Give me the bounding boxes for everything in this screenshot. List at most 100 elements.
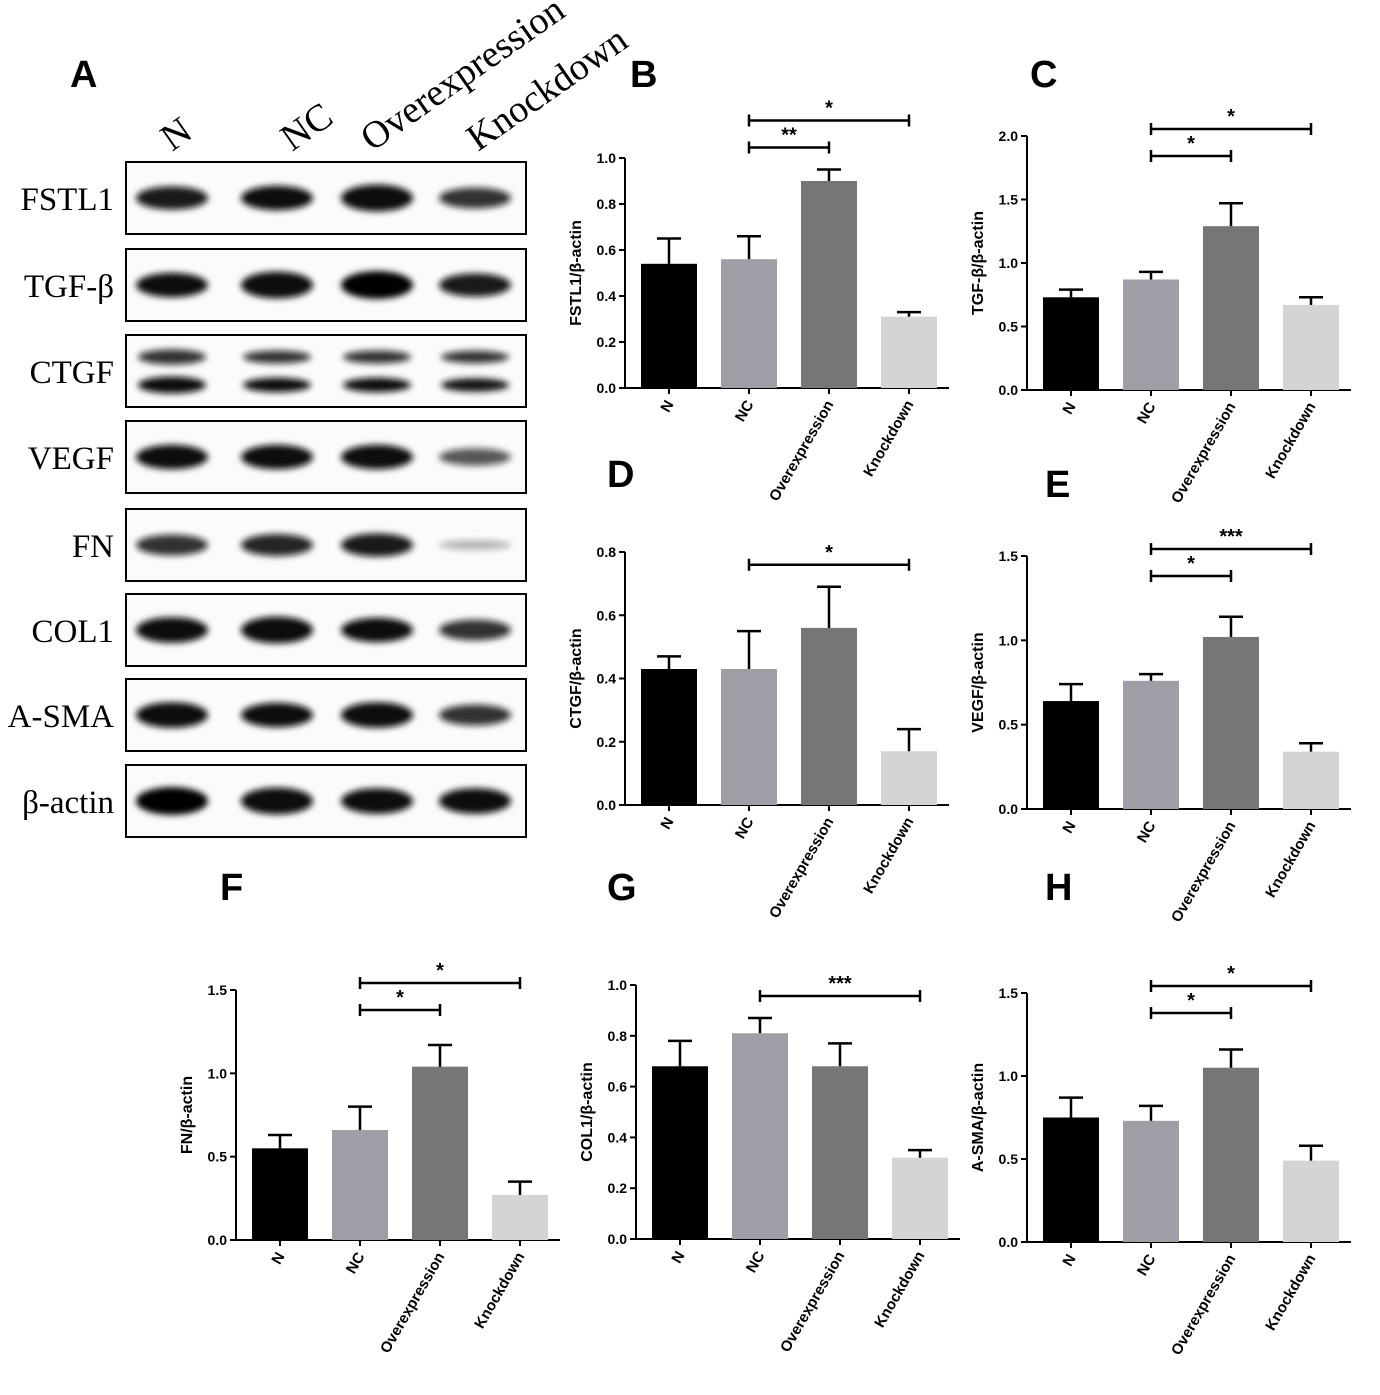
x-tick-label: NC [743,1248,769,1275]
bar-NC [721,259,777,388]
y-tick-label: 0.0 [999,801,1019,817]
band [241,534,313,556]
bar-Overexpression [801,627,857,805]
chart-C: C 0.0 0.5 1.0 1.5 2.0 TGF-β/β-actin N NC Overexpr… [970,54,1351,506]
blot-row-label: TGF-β [24,269,114,305]
band [241,702,313,728]
bar-Knockdown [1283,304,1339,390]
sig-label: * [1187,990,1195,1012]
bar-Knockdown [881,316,937,388]
sig-label: * [825,98,833,120]
x-tick-label: Knockdown [1262,1252,1319,1334]
y-tick-label: 0.0 [597,380,617,396]
band [136,702,208,728]
bar-Overexpression [1203,636,1259,809]
panel-letter-a: A [70,54,97,96]
chart-H: H 0.0 0.5 1.0 1.5 A-SMA/β-actin N NC Overexpress… [970,867,1351,1358]
x-tick-label: Overexpression [777,1249,848,1356]
bar-Overexpression [801,181,857,388]
band [439,704,511,726]
sig-label: * [825,542,833,564]
band [136,617,208,643]
band [136,272,208,298]
x-tick-label: Overexpression [766,815,837,922]
x-tick-label: Knockdown [1262,819,1319,901]
y-tick-label: 0.5 [208,1149,228,1165]
band [439,273,511,297]
panel-letter: C [1030,54,1057,96]
x-tick-label: N [1059,819,1079,837]
band-upper [243,350,311,364]
band-lower [343,377,411,393]
y-tick-label: 0.4 [597,288,617,304]
bar-N [641,669,697,805]
y-tick-label: 0.5 [999,1151,1019,1167]
blot-row-CTGF [125,334,527,408]
band [439,187,511,209]
bar-Knockdown [1283,751,1339,809]
panel-letter: D [607,454,634,496]
band [341,617,413,643]
panel-letter: E [1045,464,1070,506]
lane-label-0: N [153,109,200,159]
y-axis-label: CTGF/β-actin [568,628,585,728]
y-tick-label: 0.2 [608,1180,628,1196]
x-tick-label: NC [343,1249,369,1276]
y-axis-label: TGF-β/β-actin [970,211,987,315]
blot-row-label: COL1 [32,614,115,650]
bar-N [1043,701,1099,809]
y-tick-label: 1.0 [999,255,1019,271]
band [136,787,208,815]
x-tick-label: N [668,1249,688,1267]
x-tick-label: Knockdown [871,1249,928,1331]
blot-row-label: FN [72,529,114,565]
y-tick-label: 0.2 [597,334,617,350]
x-tick-label: Overexpression [1168,400,1239,507]
y-tick-label: 1.5 [208,982,228,998]
band [241,444,313,470]
y-axis-label: A-SMA/β-actin [970,1063,987,1172]
y-tick-label: 0.0 [999,1234,1019,1250]
y-tick-label: 0.0 [608,1231,628,1247]
panel-letter: F [220,867,243,909]
y-tick-label: 0.4 [608,1129,628,1145]
band-upper [138,349,206,365]
sig-label: ** [781,125,797,147]
y-tick-label: 1.0 [208,1065,228,1081]
y-tick-label: 0.8 [597,196,617,212]
bar-NC [732,1033,788,1239]
band-upper [441,350,509,364]
y-tick-label: 0.6 [597,607,617,623]
y-tick-label: 1.0 [999,632,1019,648]
y-tick-label: 1.0 [608,977,628,993]
sig-label: * [1187,553,1195,575]
y-tick-label: 1.0 [597,150,617,166]
x-tick-label: NC [1134,818,1160,845]
y-axis-label: FSTL1/β-actin [568,220,585,326]
y-tick-label: 0.6 [608,1079,628,1095]
y-tick-label: 0.0 [597,797,617,813]
bar-Knockdown [1283,1160,1339,1242]
bar-NC [1123,680,1179,809]
band [241,271,313,299]
y-tick-label: 1.5 [999,192,1019,208]
x-tick-label: NC [732,397,758,424]
bar-Overexpression [1203,226,1259,390]
lane-label-1: NC [273,95,340,160]
bar-NC [721,669,777,805]
bar-N [252,1148,308,1240]
band-lower [243,377,311,393]
band [439,619,511,641]
chart-B: B 0.0 0.2 0.4 0.6 0.8 1.0 FSTL1/β-actin N NC Overe… [568,54,949,504]
bar-NC [332,1130,388,1240]
bar-N [1043,297,1099,390]
bar-Knockdown [881,751,937,805]
x-tick-label: Overexpression [1168,1252,1239,1359]
band [136,444,208,470]
sig-label: * [396,987,404,1009]
sig-label: * [1227,106,1235,128]
band-upper [343,350,411,364]
sig-label: * [1227,963,1235,985]
band [439,540,511,550]
